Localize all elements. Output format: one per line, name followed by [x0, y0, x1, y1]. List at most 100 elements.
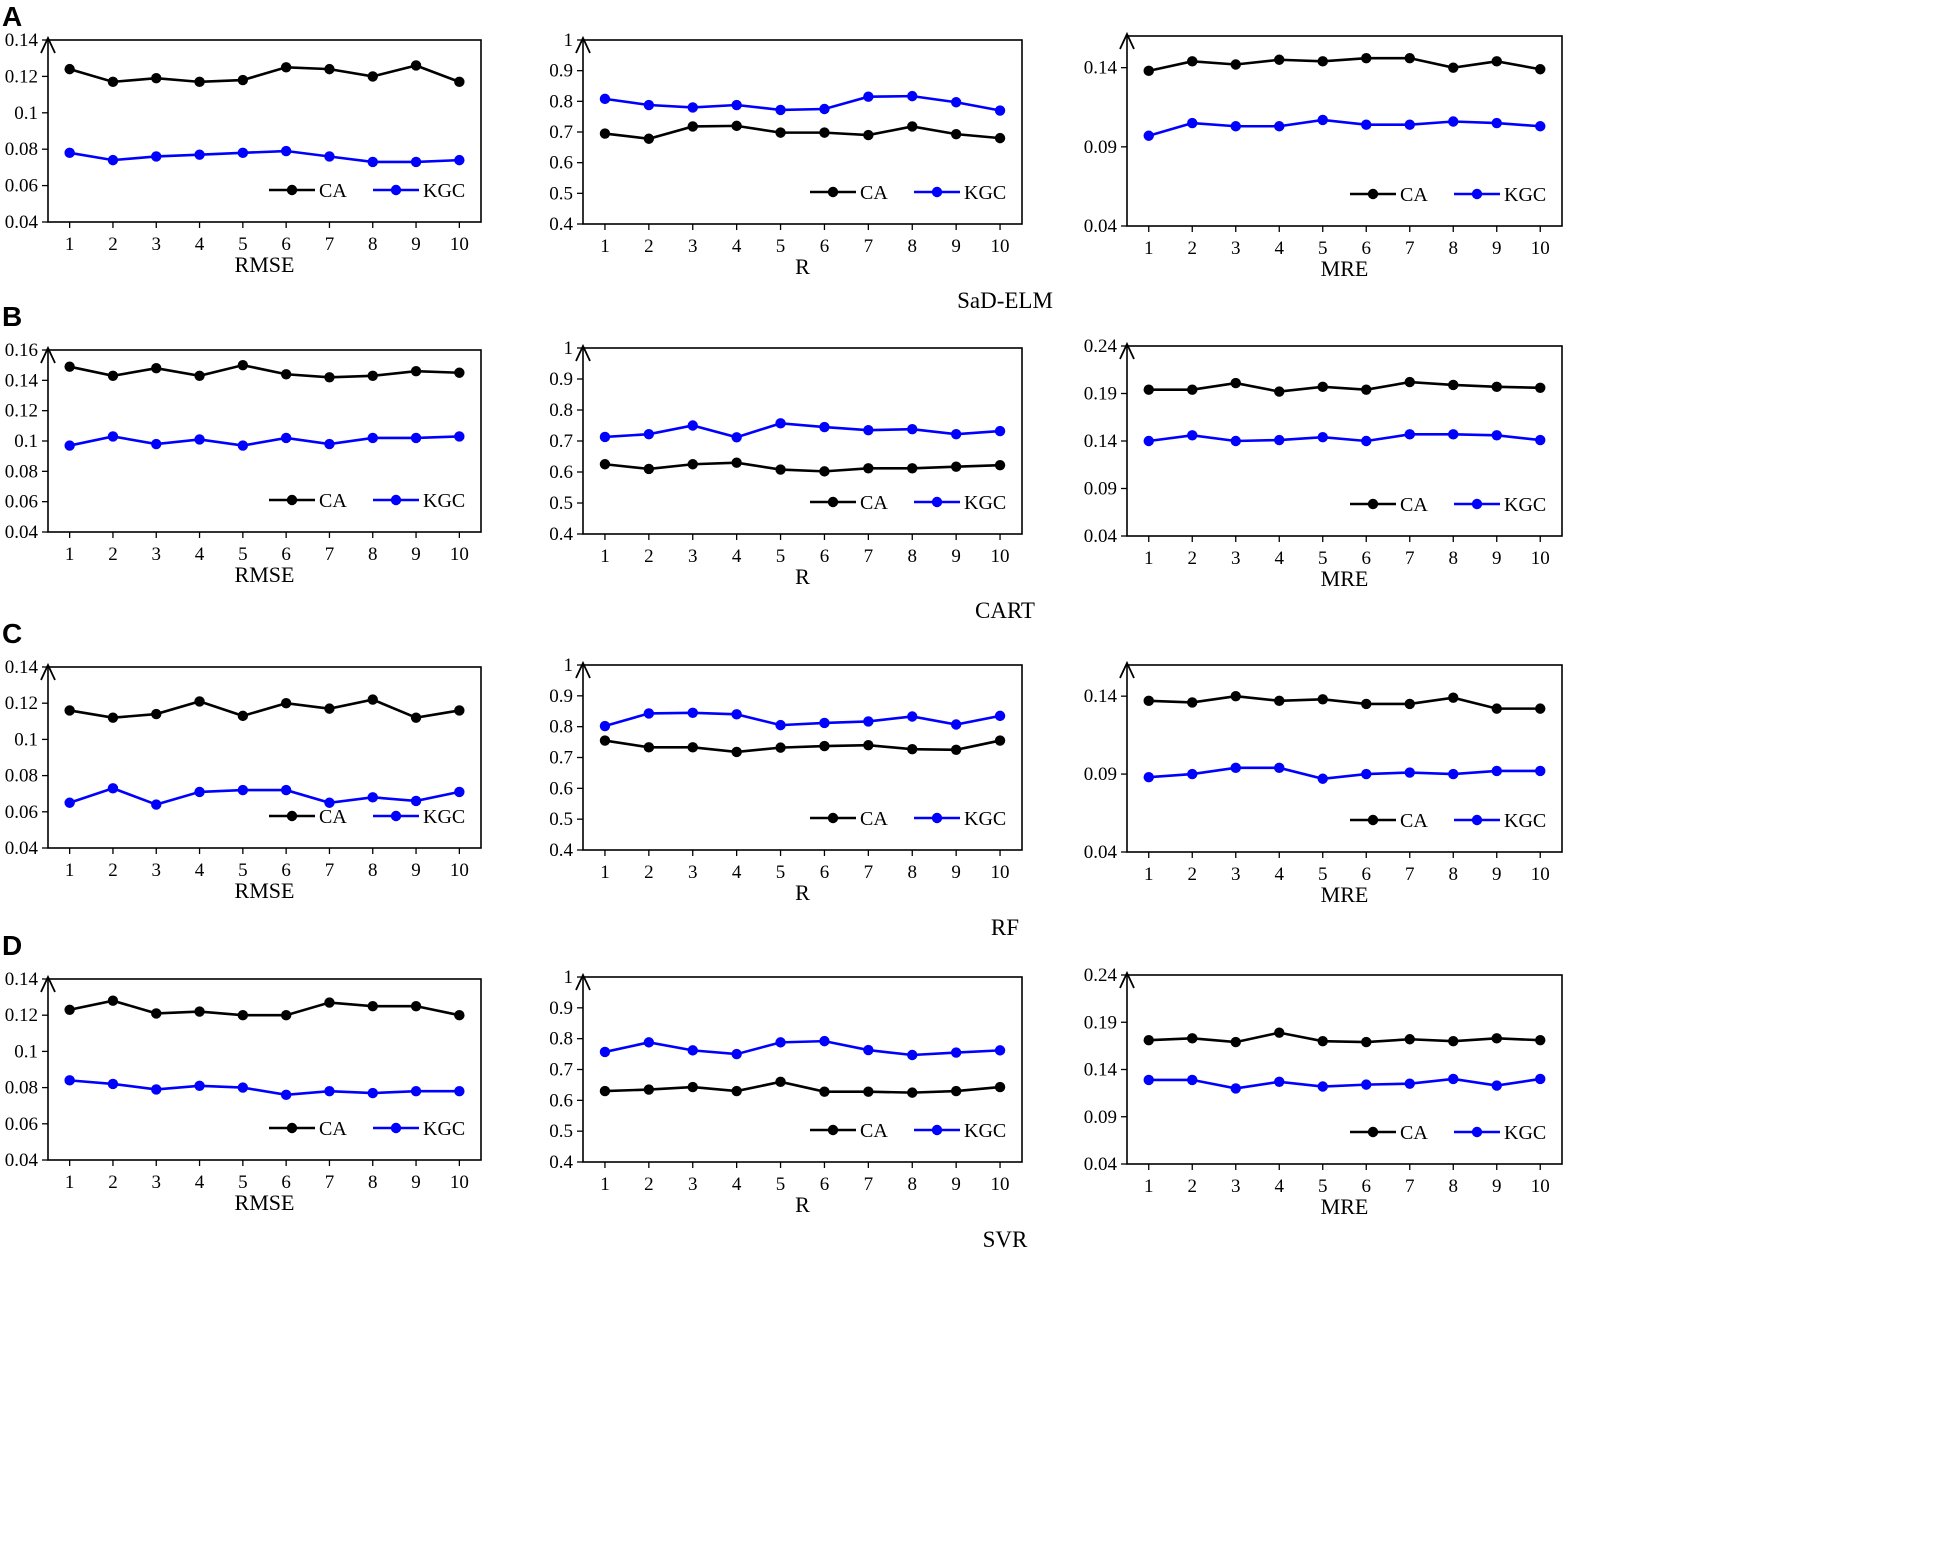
y-tick-label: 1 [564, 655, 574, 676]
data-point-kgc [324, 1086, 335, 1097]
x-tick-label: 2 [644, 546, 654, 567]
y-tick-label: 0.1 [14, 431, 38, 452]
data-point-kgc [367, 1087, 378, 1099]
data-point-kgc [280, 145, 292, 157]
data-point-ca [1187, 697, 1198, 708]
data-point-ca [643, 133, 655, 144]
x-tick-label: 4 [1275, 548, 1285, 569]
data-point-kgc [280, 1089, 292, 1101]
data-point-kgc [1535, 434, 1546, 446]
x-tick-label: 9 [951, 862, 961, 883]
y-tick-label: 0.8 [549, 717, 573, 738]
y-tick-label: 0.04 [1084, 526, 1118, 547]
legend-marker-kgc [1471, 1126, 1483, 1138]
legend-label-ca: CA [860, 492, 888, 514]
data-point-ca [1535, 703, 1546, 714]
legend-label-kgc: KGC [423, 1118, 465, 1140]
series-line-kgc [69, 786, 460, 806]
y-tick-label: 0.06 [5, 492, 38, 513]
legend-label-kgc: KGC [1504, 494, 1546, 516]
y-axis-arrow [1119, 341, 1135, 360]
data-point-kgc [1143, 130, 1154, 141]
x-tick-label: 9 [951, 1174, 961, 1195]
x-tick-label: 6 [820, 862, 830, 883]
y-tick-label: 0.08 [5, 766, 38, 787]
x-tick-label: 3 [688, 862, 698, 883]
series-line-ca [604, 124, 1001, 141]
legend-marker-ca [286, 184, 298, 196]
x-tick-label: 3 [688, 1174, 698, 1195]
data-point-ca [1361, 698, 1372, 710]
data-point-ca [1404, 376, 1415, 388]
data-point-ca [1361, 52, 1372, 64]
data-point-ca [151, 708, 162, 720]
data-point-ca [454, 367, 465, 378]
x-tick-label: 1 [1144, 864, 1154, 885]
data-point-ca [107, 76, 119, 88]
y-tick-label: 0.04 [5, 522, 39, 543]
data-point-kgc [643, 1037, 655, 1048]
x-tick-label: 6 [1362, 548, 1372, 569]
data-point-kgc [1491, 117, 1502, 129]
data-point-kgc [775, 418, 786, 429]
plot-frame [47, 666, 482, 849]
legend-label-ca: CA [319, 1118, 347, 1140]
data-point-ca [237, 359, 249, 371]
x-tick-label: 1 [600, 1174, 610, 1195]
y-tick-label: 0.5 [549, 183, 573, 204]
data-point-kgc [367, 432, 378, 444]
plot-frame [582, 976, 1023, 1163]
chart-B-mre: 0.04 0.09 0.14 0.19 0.24 1 2 3 4 5 6 7 8 9 10 MRE CA KGC [1084, 336, 1563, 591]
y-axis-arrow [40, 345, 56, 364]
data-point-kgc [687, 707, 698, 718]
data-point-ca [950, 1085, 962, 1097]
x-axis-title: RMSE [235, 252, 295, 277]
series-line-kgc [604, 711, 1001, 728]
data-point-ca [819, 740, 830, 752]
data-point-ca [454, 1010, 465, 1021]
x-tick-label: 9 [951, 546, 961, 567]
legend-label-ca: CA [319, 180, 347, 202]
x-tick-label: 9 [411, 860, 421, 881]
x-tick-label: 4 [195, 1172, 205, 1193]
y-tick-label: 0.14 [5, 30, 39, 51]
x-tick-label: 6 [1362, 238, 1372, 259]
data-point-kgc [1143, 1074, 1154, 1086]
x-tick-label: 1 [1144, 548, 1154, 569]
data-point-ca [280, 369, 292, 380]
data-point-kgc [1317, 1081, 1328, 1092]
series-line-ca [1148, 380, 1541, 393]
data-point-ca [1361, 384, 1372, 395]
legend-marker-kgc [931, 496, 943, 508]
data-point-ca [194, 370, 205, 381]
x-tick-label: 3 [1231, 864, 1241, 885]
x-tick-label: 1 [65, 544, 75, 565]
x-tick-label: 2 [1188, 548, 1198, 569]
data-point-kgc [1187, 768, 1198, 780]
x-tick-label: 9 [1492, 548, 1502, 569]
legend-marker-ca [286, 810, 298, 822]
data-point-ca [151, 1008, 162, 1019]
data-point-kgc [194, 1080, 205, 1091]
data-point-kgc [237, 440, 249, 451]
chart-A-rmse: 0.04 0.06 0.08 0.1 0.12 0.14 1 2 3 4 5 6 7 8 9 10 RMSE CA… [5, 30, 482, 277]
data-point-kgc [775, 719, 786, 731]
y-tick-label: 0.04 [1084, 1154, 1118, 1175]
legend-marker-ca [827, 1124, 839, 1136]
data-point-kgc [1491, 1080, 1502, 1091]
data-point-ca [1187, 384, 1198, 395]
data-point-kgc [643, 99, 655, 111]
data-point-kgc [410, 795, 422, 807]
x-tick-label: 10 [1531, 864, 1550, 885]
y-tick-label: 0.6 [549, 153, 573, 174]
data-point-kgc [907, 711, 918, 722]
series-line-ca [604, 461, 1001, 473]
x-tick-label: 10 [991, 546, 1010, 567]
x-tick-label: 7 [325, 1172, 335, 1193]
series-line-kgc [69, 435, 460, 447]
x-tick-label: 9 [951, 236, 961, 257]
data-point-kgc [1317, 773, 1328, 784]
x-tick-label: 7 [864, 1174, 874, 1195]
series-line-kgc [1148, 766, 1541, 781]
y-axis-arrow [575, 35, 591, 54]
